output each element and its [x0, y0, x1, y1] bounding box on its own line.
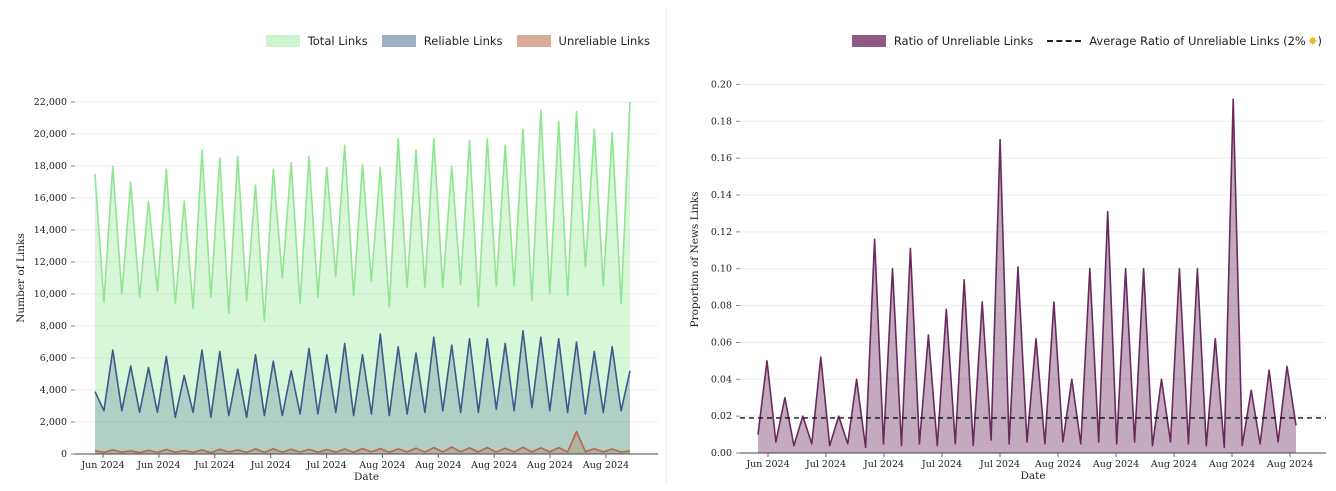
series-line-0 — [94, 101, 631, 322]
y-tick-label: 4,000 — [40, 385, 67, 396]
y-axis-title: Proportion of News Links — [689, 192, 701, 328]
links-count-chart: 0 2,000 4,000 6,000 8,000 10,000 12,000 14,000 1… — [15, 97, 658, 483]
legend-swatch-reliable — [381, 35, 416, 47]
y-tick-label: 22,000 — [34, 97, 67, 108]
legend-label-unreliable: Unreliable Links — [558, 34, 650, 48]
legend-label-ratio: Ratio of Unreliable Links — [893, 34, 1034, 48]
x-tick-label: Jul 2024 — [194, 460, 235, 471]
x-tick-label: Jul 2024 — [921, 459, 962, 470]
unreliable-ratio-chart: 0.00 0.02 0.04 0.06 0.08 0.10 0.12 0.14 0.16 0.18… — [689, 79, 1326, 482]
y-tick-label: 0.14 — [711, 190, 732, 201]
x-tick-label: Jun 2024 — [80, 460, 124, 471]
legend-label-total: Total Links — [307, 34, 368, 48]
y-tick-label: 0.12 — [711, 227, 732, 238]
y-tick-label: 8,000 — [40, 321, 67, 332]
y-tick-label: 0.16 — [711, 153, 732, 164]
x-tick-label: Jul 2024 — [979, 459, 1020, 470]
y-tick-label: 0.00 — [711, 448, 732, 459]
x-tick-label: Aug 2024 — [526, 460, 573, 471]
legend-reliable-links[interactable]: Reliable Links — [381, 34, 503, 48]
x-tick-label: Aug 2024 — [1034, 459, 1081, 470]
legend-swatch-total — [265, 35, 300, 47]
x-tick-label: Jul 2024 — [305, 460, 346, 471]
y-tick-label: 0.02 — [711, 411, 732, 422]
x-tick-label: Aug 2024 — [414, 460, 461, 471]
y-tick-label: 14,000 — [34, 225, 67, 236]
x-tick-label: Aug 2024 — [470, 460, 517, 471]
y-tick-label: 16,000 — [34, 193, 67, 204]
star-icon: ✸ — [1307, 34, 1318, 48]
legend-label-reliable: Reliable Links — [423, 34, 503, 48]
legend-swatch-ratio — [851, 35, 886, 47]
series-line-2 — [94, 430, 631, 454]
y-tick-label: 0.20 — [711, 79, 732, 90]
y-tick-label: 0.04 — [711, 374, 732, 385]
y-axis-title: Number of Links — [15, 233, 27, 323]
legend-ratio-unreliable[interactable]: Ratio of Unreliable Links — [851, 34, 1034, 48]
x-tick-label: Aug 2024 — [582, 460, 629, 471]
y-tick-label: 12,000 — [34, 257, 67, 268]
x-tick-label: Aug 2024 — [1092, 459, 1139, 470]
legend-swatch-unreliable — [516, 35, 551, 47]
x-tick-label: Aug 2024 — [1266, 459, 1313, 470]
panel-divider — [666, 8, 667, 483]
y-tick-label: 2,000 — [40, 417, 67, 428]
y-tick-label: 0 — [61, 449, 67, 460]
x-tick-label: Jul 2024 — [250, 460, 291, 471]
x-tick-label: Aug 2024 — [358, 460, 405, 471]
right-legend: Ratio of Unreliable Links Average Ratio … — [838, 34, 1322, 48]
y-tick-label: 20,000 — [34, 129, 67, 140]
legend-label-average: Average Ratio of Unreliable Links (2% — [1089, 34, 1306, 48]
legend-average-ratio[interactable]: Average Ratio of Unreliable Links (2% ✸ … — [1047, 34, 1322, 48]
legend-unreliable-links[interactable]: Unreliable Links — [516, 34, 650, 48]
y-tick-label: 0.06 — [711, 337, 732, 348]
y-tick-label: 6,000 — [40, 353, 67, 364]
x-tick-label: Jun 2024 — [745, 459, 789, 470]
series-line-0 — [757, 98, 1297, 449]
right-chart-panel: Ratio of Unreliable Links Average Ratio … — [670, 0, 1336, 491]
left-legend: Total Links Reliable Links Unreliable Li… — [252, 34, 650, 48]
legend-swatch-average — [1047, 40, 1082, 42]
left-chart-panel: Total Links Reliable Links Unreliable Li… — [0, 0, 664, 491]
series-line-1 — [94, 330, 631, 418]
series-area-1 — [95, 330, 630, 454]
series-area-2 — [95, 431, 630, 454]
x-tick-label: Jul 2024 — [805, 459, 846, 470]
x-tick-label: Aug 2024 — [1150, 459, 1197, 470]
y-tick-label: 0.08 — [711, 301, 732, 312]
x-axis-title: Date — [354, 471, 379, 483]
x-tick-label: Jul 2024 — [863, 459, 904, 470]
x-axis-title: Date — [1020, 470, 1045, 482]
series-area-0 — [95, 102, 630, 454]
series-area-0 — [758, 99, 1296, 453]
legend-total-links[interactable]: Total Links — [265, 34, 368, 48]
y-tick-label: 0.10 — [711, 264, 732, 275]
y-tick-label: 18,000 — [34, 161, 67, 172]
y-tick-label: 0.18 — [711, 116, 732, 127]
y-tick-label: 10,000 — [34, 289, 67, 300]
x-tick-label: Aug 2024 — [1208, 459, 1255, 470]
legend-label-average-close: ) — [1317, 34, 1323, 48]
x-tick-label: Jun 2024 — [136, 460, 180, 471]
